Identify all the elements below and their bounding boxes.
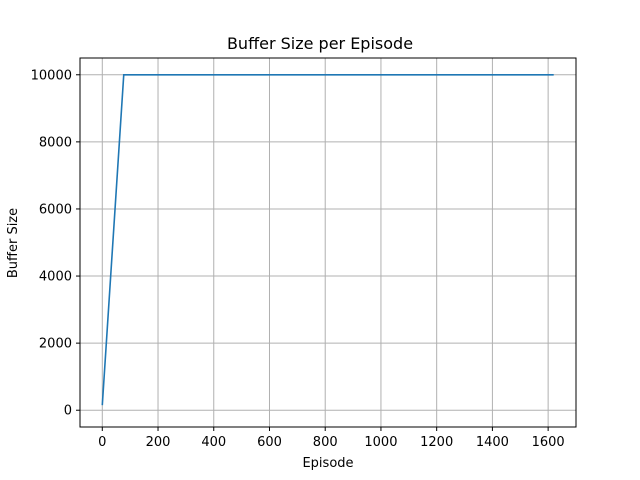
chart-title: Buffer Size per Episode: [227, 34, 413, 53]
y-tick-label-3: 6000: [39, 202, 72, 217]
x-tick-label-0: 0: [98, 435, 106, 450]
x-tick-label-5: 1000: [364, 435, 397, 450]
y-tick-label-4: 8000: [39, 135, 72, 150]
x-tick-label-6: 1200: [420, 435, 453, 450]
y-tick-label-1: 2000: [39, 337, 72, 352]
y-axis-label: Buffer Size: [6, 208, 21, 278]
x-tick-label-1: 200: [146, 435, 171, 450]
x-tick-label-3: 600: [257, 435, 282, 450]
x-axis-label: Episode: [302, 456, 353, 471]
y-tick-label-2: 4000: [39, 270, 72, 285]
x-tick-label-4: 800: [313, 435, 338, 450]
axes-layer: 0 200 400 600 800 1000 1200 1400 1600 0 2000 4000 60…: [31, 57, 577, 450]
x-tick-label-8: 1600: [532, 435, 565, 450]
labels-layer: Buffer Size per Episode Episode Buffer S…: [6, 34, 413, 471]
x-tick-label-2: 400: [201, 435, 226, 450]
grid-layer: [80, 58, 576, 427]
x-tick-label-7: 1400: [476, 435, 509, 450]
series-line-0: [101, 73, 554, 406]
y-tick-label-0: 0: [64, 404, 72, 419]
plot-frame: [79, 57, 577, 428]
series-layer: [101, 73, 554, 406]
y-tick-label-5: 10000: [31, 68, 72, 83]
